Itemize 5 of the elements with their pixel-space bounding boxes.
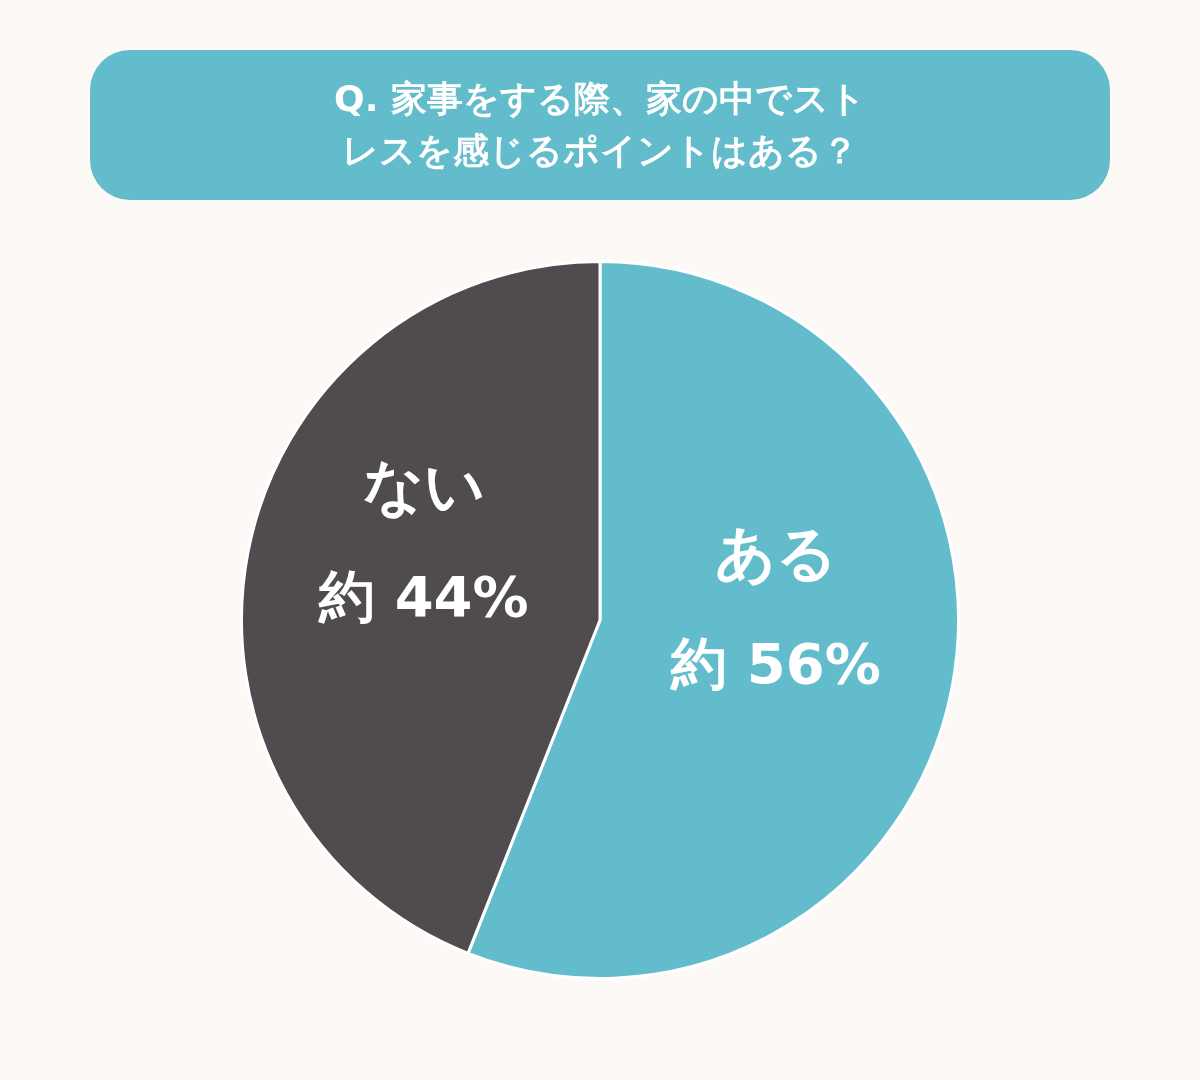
- chart-title: Q. 家事をする際、家の中でストレスを感じるポイントはある？: [333, 77, 867, 173]
- data-label: 約 56%: [670, 631, 881, 697]
- slice-label: ある: [715, 518, 838, 589]
- slice-label: ない: [362, 451, 485, 522]
- data-label: 約 44%: [318, 563, 529, 629]
